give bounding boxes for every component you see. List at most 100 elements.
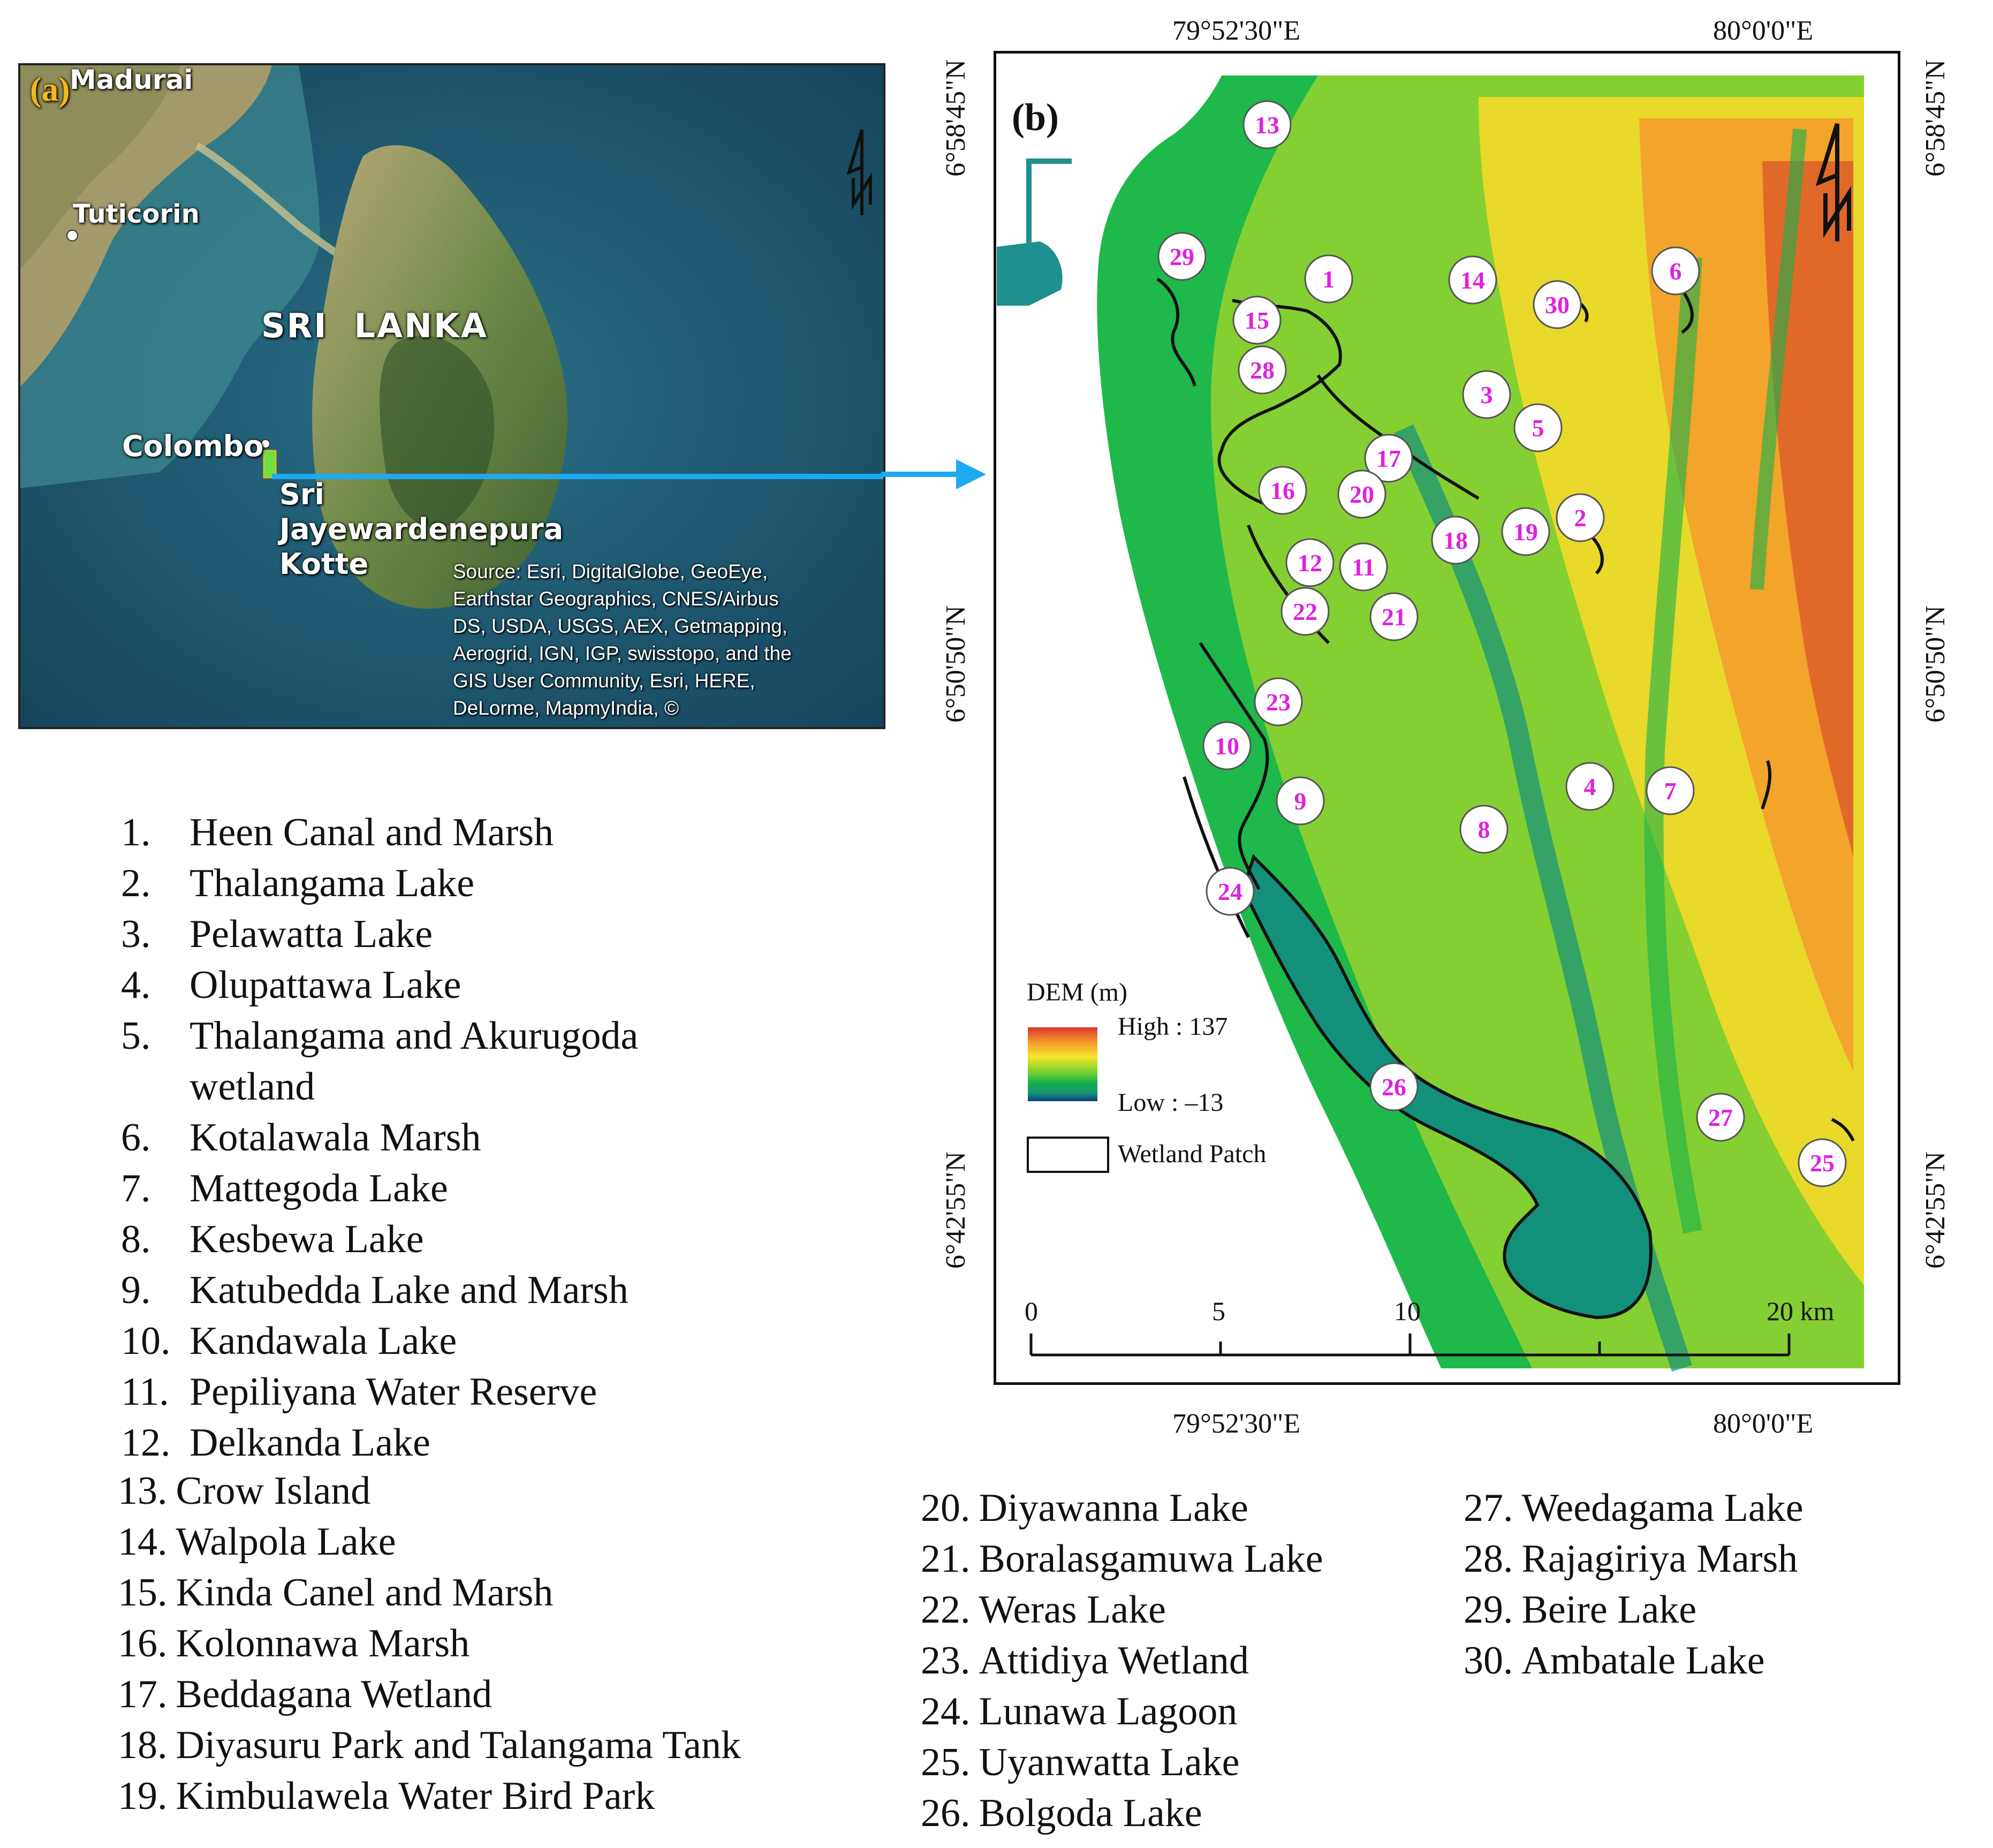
list-item: 5. Thalangama and Akurugoda <box>121 1014 639 1058</box>
axis-right-top: 6°58'45"N <box>1920 59 1951 177</box>
wetland-marker-label: 6 <box>1670 257 1682 285</box>
axis-bottom-right: 80°0'0"E <box>1713 1408 1814 1439</box>
list-item: 14. Walpola Lake <box>118 1520 396 1564</box>
wetland-marker-13: 13 <box>1242 100 1292 149</box>
imagery-source-credit: Source: Esri, DigitalGlobe, GeoEye, Eart… <box>453 561 792 719</box>
tuticorin-point <box>66 230 78 241</box>
link-arrow <box>881 459 986 489</box>
list-item: 12. Delkanda Lake <box>121 1421 430 1465</box>
wetland-marker-label: 3 <box>1481 381 1493 408</box>
dem-legend-ramp <box>1028 1027 1097 1101</box>
wetland-marker-label: 19 <box>1513 518 1538 546</box>
list-item: 8. Kesbewa Lake <box>121 1217 424 1261</box>
wetland-marker-29: 29 <box>1157 232 1207 281</box>
wetland-marker-label: 16 <box>1270 477 1295 504</box>
wetland-list-27-30: 27. Weedagama Lake 28. Rajagiriya Marsh 29… <box>1464 1483 1803 1686</box>
wetland-marker-16: 16 <box>1258 466 1307 515</box>
list-item: 26. Bolgoda Lake <box>921 1791 1202 1835</box>
legend-wetland-patch: Wetland Patch <box>1118 1140 1267 1168</box>
colombo-point <box>261 439 270 449</box>
list-item: 2. Thalangama Lake <box>121 861 475 905</box>
wetland-list-13-19: 13. Crow Island 14. Walpola Lake 15. Kinda … <box>118 1466 741 1822</box>
list-item: 13. Crow Island <box>118 1469 371 1513</box>
list-item: 6. Kotalawala Marsh <box>121 1116 481 1160</box>
wetland-marker-label: 12 <box>1298 549 1322 577</box>
wetland-marker-label: 18 <box>1443 527 1468 554</box>
list-item: 24. Lunawa Lagoon <box>921 1690 1238 1733</box>
wetland-marker-27: 27 <box>1696 1093 1745 1142</box>
wetland-marker-6: 6 <box>1651 246 1700 296</box>
legend-title: DEM (m) <box>1027 978 1127 1006</box>
wetland-marker-label: 2 <box>1574 504 1587 532</box>
wetland-marker-9: 9 <box>1276 776 1325 825</box>
wetland-marker-label: 10 <box>1215 732 1239 760</box>
list-item: 19. Kimbulawela Water Bird Park <box>118 1774 655 1818</box>
place-kotte-line3: Kotte <box>279 547 369 581</box>
wetland-marker-label: 11 <box>1352 554 1375 581</box>
list-item: 30. Ambatale Lake <box>1464 1639 1765 1683</box>
list-item: 16. Kolonnawa Marsh <box>118 1622 470 1665</box>
list-item: 9. Katubedda Lake and Marsh <box>121 1268 628 1312</box>
wetland-marker-label: 23 <box>1266 688 1291 716</box>
axis-top-right: 80°0'0"E <box>1713 16 1814 46</box>
wetland-marker-7: 7 <box>1646 766 1695 815</box>
wetland-marker-11: 11 <box>1339 542 1388 592</box>
scale-tick-20: 20 km <box>1767 1296 1835 1326</box>
wetland-patch-swatch <box>1027 1137 1109 1173</box>
wetland-marker-25: 25 <box>1798 1138 1847 1187</box>
wetland-marker-label: 28 <box>1250 357 1275 384</box>
wetland-list-20-26: 20. Diyawanna Lake 21. Boralasgamuwa Lake … <box>921 1483 1323 1839</box>
list-item: 11. Pepiliyana Water Reserve <box>121 1370 597 1414</box>
list-item: 3. Pelawatta Lake <box>121 912 433 956</box>
wetland-marker-30: 30 <box>1533 280 1582 329</box>
list-item: 1. Heen Canal and Marsh <box>121 811 554 854</box>
axis-left-bottom: 6°42'55"N <box>941 1152 971 1269</box>
overview-map-panel: (a) Madurai Tuticorin SRI LANKA Colombo … <box>18 63 885 729</box>
list-item: 7. Mattegoda Lake <box>121 1167 448 1210</box>
wetland-marker-1: 1 <box>1304 254 1353 304</box>
legend-high: High : 137 <box>1118 1012 1228 1041</box>
scale-tick-0: 0 <box>1025 1296 1038 1326</box>
place-colombo: Colombo <box>122 429 264 463</box>
place-kotte-line2: Jayewardenepura <box>279 512 564 546</box>
axis-left-mid: 6°50'50"N <box>941 605 971 723</box>
list-item: 15. Kinda Canel and Marsh <box>118 1571 554 1615</box>
place-kotte-line1: Sri <box>279 478 325 511</box>
wetland-marker-22: 22 <box>1280 587 1330 636</box>
scale-bar <box>1029 1334 1791 1357</box>
list-item: 18. Diyasuru Park and Talangama Tank <box>118 1723 741 1767</box>
wetland-marker-26: 26 <box>1369 1062 1419 1111</box>
list-item: 28. Rajagiriya Marsh <box>1464 1537 1798 1581</box>
place-madurai: Madurai <box>70 64 193 95</box>
scale-tick-5: 5 <box>1212 1296 1225 1326</box>
axis-right-bottom: 6°42'55"N <box>1920 1152 1951 1269</box>
wetland-marker-15: 15 <box>1232 296 1282 345</box>
list-item: 27. Weedagama Lake <box>1464 1486 1803 1530</box>
list-item: 20. Diyawanna Lake <box>921 1486 1248 1530</box>
wetland-marker-label: 22 <box>1293 598 1317 625</box>
wetland-marker-label: 7 <box>1664 777 1677 805</box>
wetland-marker-20: 20 <box>1337 469 1386 519</box>
wetland-marker-label: 13 <box>1255 111 1279 139</box>
list-item-continuation: wetland <box>190 1065 315 1109</box>
wetland-marker-8: 8 <box>1459 805 1509 854</box>
panel-b-label: (b) <box>1012 96 1059 139</box>
axis-left-top: 6°58'45"N <box>941 59 971 177</box>
place-sri-lanka: SRI LANKA <box>261 306 489 345</box>
wetland-marker-label: 8 <box>1478 816 1490 843</box>
dem-legend <box>1027 1027 1109 1173</box>
north-arrow-icon <box>1815 123 1851 241</box>
wetland-marker-label: 15 <box>1245 307 1269 334</box>
wetland-marker-label: 20 <box>1350 481 1374 508</box>
list-item: 10. Kandawala Lake <box>121 1319 457 1363</box>
wetland-marker-label: 4 <box>1584 773 1596 800</box>
wetland-marker-label: 30 <box>1545 291 1570 319</box>
wetland-marker-5: 5 <box>1513 403 1563 452</box>
legend-low: Low : –13 <box>1118 1088 1224 1117</box>
wetland-marker-28: 28 <box>1238 345 1287 395</box>
wetland-marker-21: 21 <box>1369 592 1419 641</box>
wetland-list-1-12: 1. Heen Canal and Marsh 2. Thalangama Lake… <box>121 807 638 1468</box>
north-arrow-icon <box>846 129 872 215</box>
axis-top-left: 79°52'30"E <box>1172 16 1301 46</box>
